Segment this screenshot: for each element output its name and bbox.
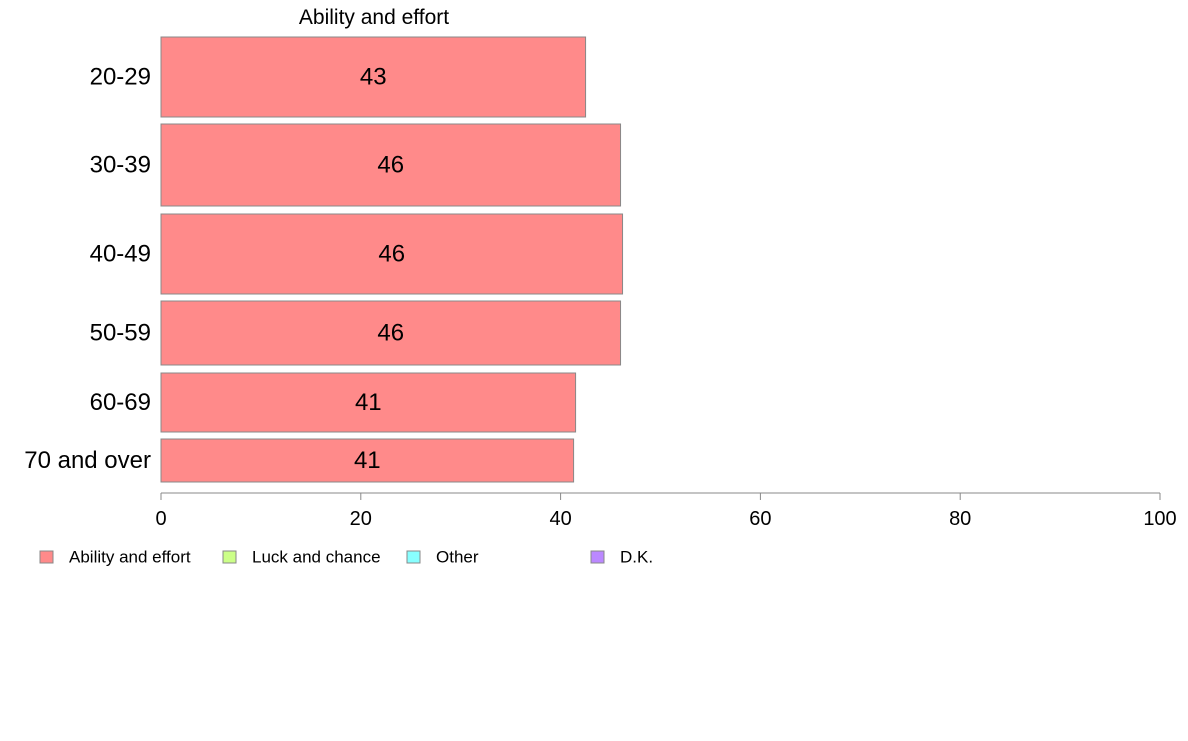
legend-label: Luck and chance — [252, 548, 381, 567]
legend: Ability and effort Luck and chance Other D.… — [39, 548, 653, 567]
bars-layer: 43 20-29 46 30-39 46 40-49 46 50-59 41 60-69 41 70 … — [24, 36, 624, 483]
bar-value-label: 46 — [378, 241, 405, 268]
bar-40-49 — [160, 213, 624, 295]
legend-swatch — [590, 550, 605, 564]
chart-title: Ability and effort — [299, 6, 449, 29]
bar-value-label: 41 — [354, 447, 381, 474]
x-tick-label: 60 — [749, 508, 771, 530]
bar-70-and-over — [160, 438, 575, 483]
bar-value-label: 46 — [377, 320, 404, 347]
bar-value-label: 43 — [360, 64, 387, 91]
legend-swatch — [39, 550, 54, 564]
category-label: 40-49 — [90, 241, 151, 268]
category-label: 30-39 — [90, 152, 151, 179]
bar-30-39 — [160, 123, 622, 207]
legend-label: D.K. — [620, 548, 653, 567]
bar-value-label: 46 — [377, 152, 404, 179]
category-label: 20-29 — [90, 64, 151, 91]
bar-value-label: 41 — [355, 389, 382, 416]
category-label: 50-59 — [90, 320, 151, 347]
x-tick-label: 40 — [549, 508, 571, 530]
legend-label: Ability and effort — [69, 548, 191, 567]
legend-label: Other — [436, 548, 479, 567]
x-axis: 0 20 40 60 80 100 — [155, 492, 1177, 530]
legend-swatch — [222, 550, 237, 564]
bar-50-59 — [160, 300, 622, 366]
category-label: 60-69 — [90, 389, 151, 416]
x-tick-label: 80 — [949, 508, 971, 530]
x-tick-label: 20 — [350, 508, 372, 530]
category-label: 70 and over — [24, 447, 151, 474]
x-tick-label: 100 — [1143, 508, 1176, 530]
legend-swatch — [406, 550, 421, 564]
bar-60-69 — [160, 372, 577, 433]
x-tick-label: 0 — [155, 508, 166, 530]
bar-20-29 — [160, 36, 587, 118]
